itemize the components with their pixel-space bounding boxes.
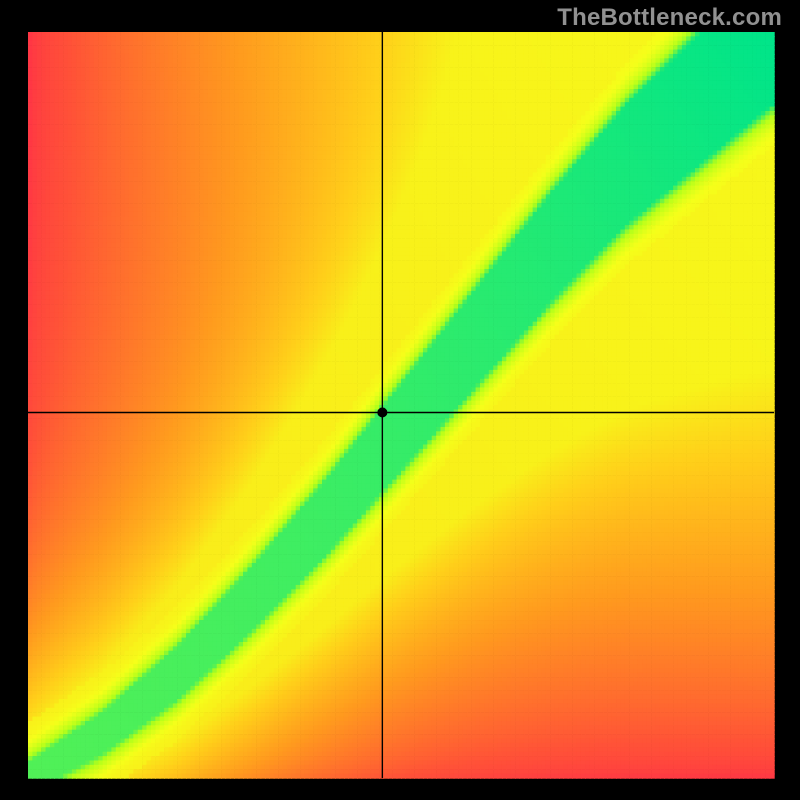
watermark-text: TheBottleneck.com: [557, 4, 782, 32]
bottleneck-heatmap: [0, 0, 800, 800]
